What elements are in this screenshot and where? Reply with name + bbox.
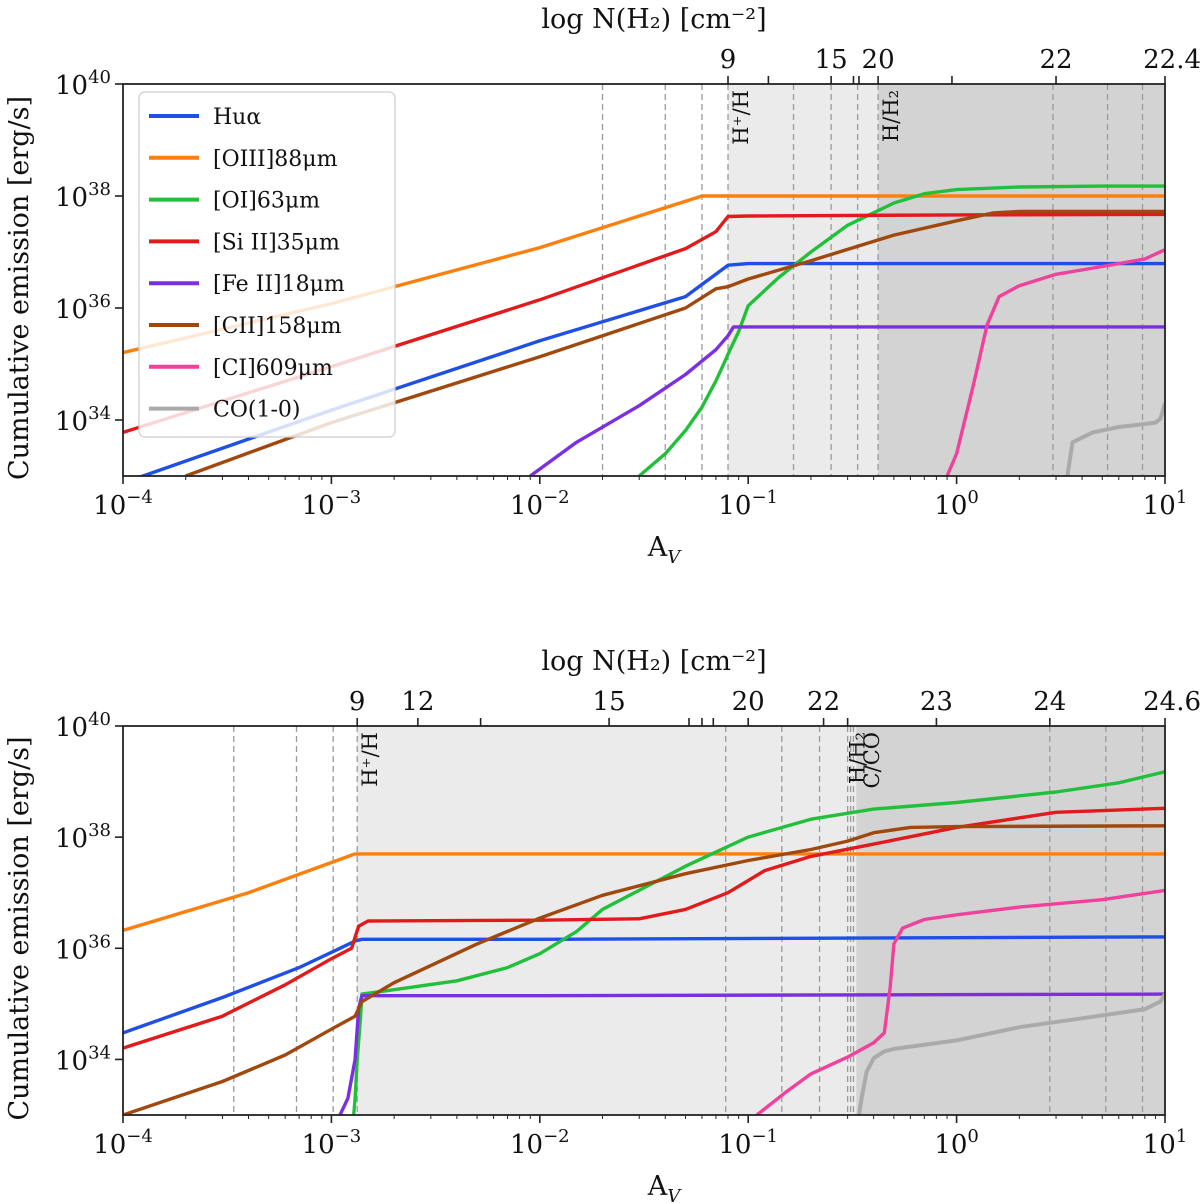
series-group: [123, 184, 1165, 476]
y-axis-title: Cumulative emission [erg/s]: [4, 96, 35, 480]
region-light: [728, 84, 879, 476]
x-tick-label: 10−4: [93, 487, 153, 521]
legend-label-cii-158-m: [CII]158μm: [213, 314, 342, 339]
series-line-co-1-0: [1065, 402, 1165, 476]
x-tick-label: 10−3: [302, 1126, 362, 1160]
top-tick-label: 20: [862, 45, 895, 75]
top-tick-label: 9: [349, 687, 366, 717]
top-tick-label: 15: [815, 45, 848, 75]
legend-label-fe-ii-18-m: [Fe II]18μm: [213, 272, 345, 297]
legend-label-oi-63-m: [OI]63μm: [213, 189, 320, 214]
y-tick-label: 1034: [55, 403, 111, 437]
top-tick-label: 9: [720, 45, 737, 75]
plot-frame: [122, 725, 1166, 1116]
y-tick-label: 1038: [55, 820, 111, 854]
chart-panel-bottom: H⁺/H H/H₂C/CO 10−4 10−3 10−2 10−1 100 101 1034 10…: [4, 646, 1200, 1203]
top-axis-title: log N(H₂) [cm⁻²]: [541, 646, 766, 677]
top-axis-title: log N(H₂) [cm⁻²]: [541, 4, 766, 35]
y-tick-label: 1036: [55, 291, 111, 325]
top-tick-label: 22: [807, 687, 840, 717]
chart-panel-top: H⁺/H H/H₂ 10−4 10−3 10−2 10−1 100 101 1034 1036 10…: [4, 4, 1200, 568]
x-tick-label: 101: [1143, 487, 1188, 521]
series-line-cii-158-m: [185, 209, 1165, 476]
region-label: H⁺/H: [358, 732, 382, 787]
x-tick-label: 101: [1143, 1126, 1188, 1160]
series-line-ci-609-m: [945, 248, 1165, 476]
y-axis-title: Cumulative emission [erg/s]: [4, 736, 35, 1120]
y-tick-label: 1036: [55, 931, 111, 965]
y-tick-label: 1040: [55, 709, 111, 743]
top-tick-label: 23: [920, 687, 953, 717]
series-line-fe-ii-18-m: [529, 325, 1165, 476]
top-tick-label: 12: [401, 687, 434, 717]
y-tick-label: 1040: [55, 67, 111, 101]
series-line-oi-63-m: [352, 770, 1165, 1115]
top-tick-label: 22: [1039, 45, 1072, 75]
plot-frame: [122, 83, 1166, 477]
legend-label-si-ii-35-m: [Si II]35μm: [213, 230, 340, 255]
y-tick-label: 1034: [55, 1042, 111, 1076]
x-tick-label: 10−2: [510, 487, 570, 521]
x-axis-title: AV: [647, 532, 683, 568]
region-label: H/H₂: [846, 732, 870, 784]
series-line-hu: [123, 935, 1165, 1035]
series-line-oiii-88-m: [123, 852, 1165, 933]
top-tick-label: 20: [732, 687, 765, 717]
legend-label-co-1-0: CO(1-0): [213, 398, 300, 423]
series-line-si-ii-35-m: [123, 806, 1165, 1050]
legend-label-hu: Huα: [213, 105, 261, 130]
region-dark: [856, 726, 1165, 1115]
series-line-oi-63-m: [638, 184, 1165, 476]
x-axis-title: AV: [647, 1171, 683, 1203]
top-tick-label: 24: [1033, 687, 1066, 717]
top-tick-label: 15: [593, 687, 626, 717]
x-tick-label: 10−2: [510, 1126, 570, 1160]
series-line-cii-158-m: [123, 824, 1165, 1115]
x-tick-label: 10−3: [302, 487, 362, 521]
region-label: C/CO: [860, 732, 884, 788]
x-tick-label: 10−1: [718, 1126, 778, 1160]
region-label: H/H₂: [879, 90, 903, 142]
legend-box: [138, 91, 396, 438]
x-tick-label: 100: [934, 1126, 979, 1160]
x-tick-label: 10−1: [718, 487, 778, 521]
series-line-ci-609-m: [755, 888, 1165, 1115]
series-line-co-1-0: [857, 993, 1165, 1115]
x-tick-label: 10−4: [93, 1126, 153, 1160]
region-dark: [878, 84, 1165, 476]
top-tick-label: 24.6: [1143, 687, 1200, 717]
region-label: H⁺/H: [729, 90, 753, 145]
legend-label-oiii-88-m: [OIII]88μm: [213, 147, 338, 172]
legend-label-ci-609-m: [CI]609μm: [213, 356, 333, 381]
series-group: [123, 770, 1165, 1115]
y-tick-label: 1038: [55, 179, 111, 213]
series-line-si-ii-35-m: [123, 212, 1165, 435]
top-tick-label: 22.4: [1143, 45, 1200, 75]
x-tick-label: 100: [934, 487, 979, 521]
